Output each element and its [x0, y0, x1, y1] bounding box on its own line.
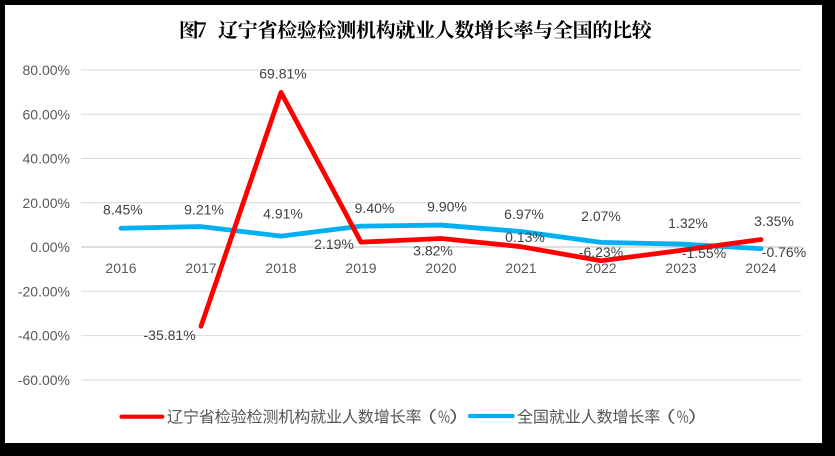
- svg-text:-20.00%: -20.00%: [18, 283, 70, 299]
- svg-text:2022: 2022: [585, 260, 616, 276]
- svg-text:6.97%: 6.97%: [504, 206, 544, 222]
- svg-text:9.21%: 9.21%: [184, 202, 224, 218]
- svg-text:2.07%: 2.07%: [581, 208, 621, 224]
- svg-text:2.19%: 2.19%: [314, 236, 354, 252]
- svg-text:60.00%: 60.00%: [23, 106, 70, 122]
- svg-text:-6.23%: -6.23%: [579, 244, 623, 260]
- svg-text:2019: 2019: [345, 260, 376, 276]
- svg-text:2016: 2016: [105, 260, 136, 276]
- svg-text:2024: 2024: [745, 260, 776, 276]
- svg-text:80.00%: 80.00%: [23, 62, 70, 78]
- svg-text:8.45%: 8.45%: [103, 202, 143, 218]
- svg-text:2017: 2017: [185, 260, 216, 276]
- svg-text:1.32%: 1.32%: [668, 215, 708, 231]
- svg-text:40.00%: 40.00%: [23, 151, 70, 167]
- svg-text:69.81%: 69.81%: [259, 66, 306, 82]
- svg-text:-60.00%: -60.00%: [18, 372, 70, 388]
- svg-text:0.13%: 0.13%: [505, 229, 545, 245]
- svg-text:-40.00%: -40.00%: [18, 328, 70, 344]
- svg-text:4.91%: 4.91%: [263, 206, 303, 222]
- svg-text:-1.55%: -1.55%: [682, 245, 726, 261]
- svg-text:-0.76%: -0.76%: [762, 244, 806, 260]
- svg-text:2023: 2023: [665, 260, 696, 276]
- svg-text:-35.81%: -35.81%: [144, 327, 196, 343]
- svg-text:0.00%: 0.00%: [30, 239, 70, 255]
- svg-text:2021: 2021: [505, 260, 536, 276]
- svg-text:3.35%: 3.35%: [754, 213, 794, 229]
- svg-text:9.90%: 9.90%: [427, 199, 467, 215]
- svg-text:9.40%: 9.40%: [355, 200, 395, 216]
- svg-text:20.00%: 20.00%: [23, 195, 70, 211]
- svg-text:2020: 2020: [425, 260, 456, 276]
- svg-text:2018: 2018: [265, 260, 296, 276]
- svg-text:3.82%: 3.82%: [413, 243, 453, 259]
